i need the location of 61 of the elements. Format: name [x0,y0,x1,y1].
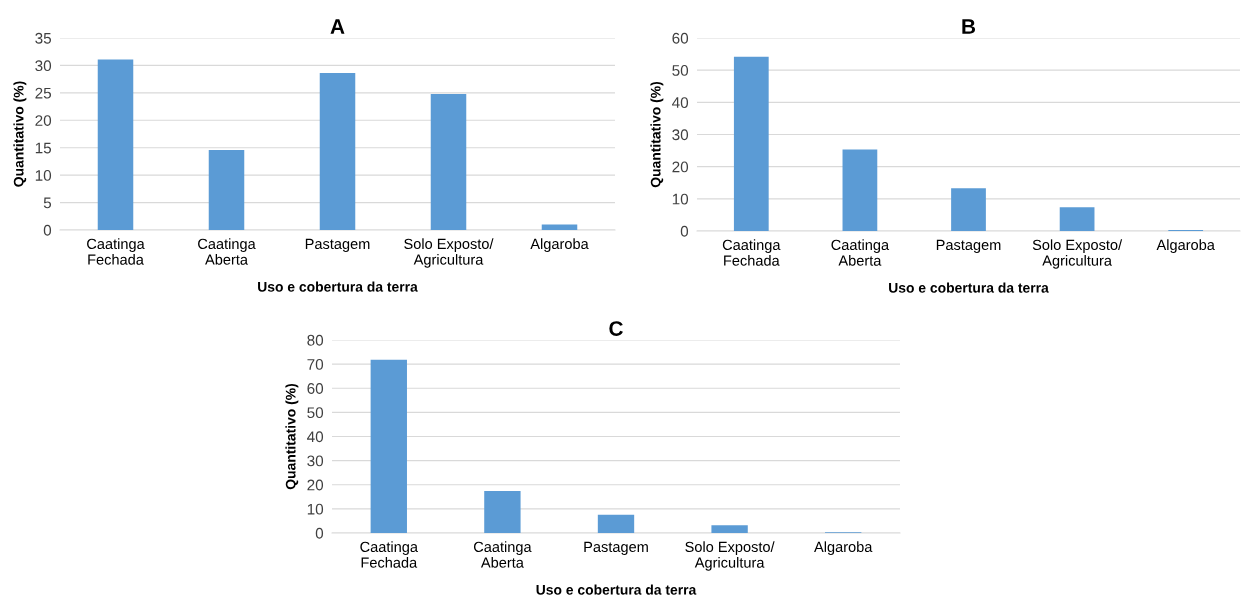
y-tick-label: 30 [35,60,52,72]
y-tick-label: 40 [307,431,324,443]
x-tick-label: Caatinga Aberta [198,238,256,265]
y-axis-title: Quantitativo (%) [13,81,27,187]
y-tick-label: 10 [672,193,689,205]
x-tick-label: Caatinga Aberta [831,239,890,266]
x-axis-title: Uso e cobertura da terra [258,281,418,292]
x-tick-label: Pastagem [584,541,648,555]
bar [208,149,245,230]
bar [842,149,878,231]
bar [97,59,134,230]
y-axis-title: Quantitativo (%) [285,383,299,490]
bar [370,359,407,533]
y-axis-title: Quantitativo (%) [650,81,664,188]
x-axis-title: Uso e cobertura da terra [536,584,697,595]
bar [1059,207,1095,231]
y-tick-label: 5 [43,197,52,209]
y-tick-label: 60 [672,32,689,44]
x-tick-label: Solo Exposto/ Agricultura [1032,239,1123,269]
y-tick-label: 0 [315,527,324,539]
chart-title: A [330,19,345,34]
y-tick-label: 80 [307,334,324,346]
bar [733,56,769,231]
y-tick-label: 40 [672,97,689,109]
x-tick-label: Caatinga Fechada [722,239,781,266]
x-tick-label: Pastagem [936,239,1001,253]
x-tick-label: Caatinga Fechada [360,541,418,568]
y-tick-label: 10 [35,170,52,181]
bar [597,514,635,533]
y-tick-label: 0 [680,225,689,237]
x-tick-label: Pastagem [305,238,370,252]
y-tick-label: 20 [35,115,52,126]
y-tick-label: 15 [35,142,52,154]
y-tick-label: 50 [307,407,324,419]
y-tick-label: 10 [307,503,324,515]
x-tick-label: Solo Exposto/ Agricultura [685,541,775,571]
x-tick-label: Algaroba [1156,239,1215,253]
x-axis-title: Uso e cobertura da terra [889,282,1049,293]
bar [430,93,467,230]
y-tick-label: 20 [672,161,689,173]
bar [541,224,578,230]
x-tick-label: Algaroba [530,238,589,252]
chart-title: B [962,19,976,34]
y-tick-label: 30 [672,129,689,141]
y-tick-label: 20 [307,479,324,491]
bar [951,188,986,231]
y-tick-label: 0 [43,224,52,236]
x-tick-label: Solo Exposto/ Agricultura [404,238,494,268]
chart-title: C [609,321,623,336]
y-tick-label: 25 [35,87,52,99]
y-tick-label: 60 [307,383,324,394]
y-tick-label: 50 [672,65,689,76]
x-tick-label: Caatinga Fechada [87,238,145,265]
x-tick-label: Algaroba [814,541,873,555]
bar [319,73,356,230]
bar [484,491,521,533]
x-tick-label: Caatinga Aberta [473,541,532,568]
y-tick-label: 70 [307,358,324,370]
y-tick-label: 30 [307,455,324,467]
y-tick-label: 35 [35,32,52,44]
bar [711,525,748,533]
